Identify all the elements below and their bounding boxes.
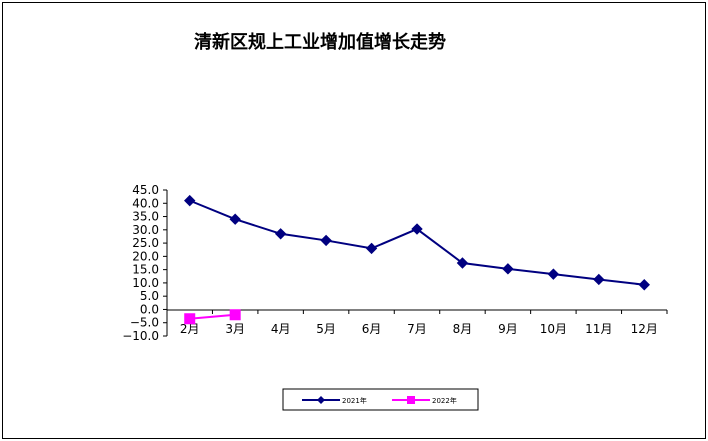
y-tick-label: 30.0 bbox=[132, 223, 159, 237]
data-point bbox=[274, 228, 287, 240]
y-tick-label: −10.0 bbox=[122, 329, 159, 343]
data-point bbox=[184, 194, 196, 207]
y-tick-label: 35.0 bbox=[132, 210, 159, 224]
legend-label: 2022年 bbox=[432, 396, 457, 405]
x-tick-label: 7月 bbox=[407, 322, 427, 336]
chart-title: 清新区规上工业增加值增长走势 bbox=[194, 32, 446, 53]
y-tick-label: 45.0 bbox=[132, 183, 159, 197]
series-line bbox=[189, 313, 236, 320]
x-tick-label: 9月 bbox=[498, 322, 518, 336]
x-tick-label: 3月 bbox=[225, 322, 245, 336]
data-point bbox=[365, 242, 378, 255]
legend-marker bbox=[317, 396, 325, 404]
series-1 bbox=[184, 309, 241, 325]
x-tick-label: 12月 bbox=[631, 322, 658, 336]
y-tick-label: 10.0 bbox=[132, 276, 159, 290]
legend-label: 2021年 bbox=[342, 396, 367, 405]
x-tick-label: 5月 bbox=[316, 322, 336, 336]
legend-marker bbox=[407, 396, 415, 404]
data-point bbox=[411, 223, 423, 235]
y-tick-label: 5.0 bbox=[140, 289, 159, 303]
y-tick-label: 20.0 bbox=[132, 249, 159, 263]
series-layer bbox=[184, 194, 650, 325]
series-line bbox=[189, 199, 645, 286]
x-tick-label: 8月 bbox=[453, 322, 473, 336]
y-tick-label: 40.0 bbox=[132, 196, 159, 210]
data-point bbox=[229, 213, 241, 225]
data-point bbox=[593, 273, 605, 286]
chart-legend: 2021年 2022年 bbox=[282, 388, 479, 411]
x-tick-label: 2月 bbox=[180, 322, 200, 336]
y-tick-label: 15.0 bbox=[132, 263, 159, 277]
y-axis-ticks: −10.0−5.00.05.010.015.020.025.030.035.04… bbox=[122, 183, 167, 343]
y-tick-label: −5.0 bbox=[130, 316, 159, 330]
data-point bbox=[320, 234, 332, 247]
x-tick-label: 6月 bbox=[362, 322, 382, 336]
data-point bbox=[184, 313, 196, 325]
y-tick-label: 0.0 bbox=[140, 302, 159, 316]
y-tick-label: 25.0 bbox=[132, 236, 159, 250]
legend-box bbox=[282, 388, 479, 411]
x-tick-label: 4月 bbox=[271, 322, 291, 336]
chart-axes bbox=[166, 190, 667, 336]
x-axis-ticks: 2月 3月 4月 5月 6月 7月 8月 9月 10月 11月 12月 bbox=[166, 310, 668, 336]
x-tick-label: 11月 bbox=[585, 322, 612, 336]
data-point bbox=[547, 268, 560, 280]
x-tick-label: 10月 bbox=[540, 322, 567, 336]
data-point bbox=[502, 263, 514, 275]
data-point bbox=[229, 309, 241, 321]
data-point bbox=[638, 279, 650, 291]
data-point bbox=[456, 257, 469, 269]
series-0 bbox=[184, 194, 650, 291]
